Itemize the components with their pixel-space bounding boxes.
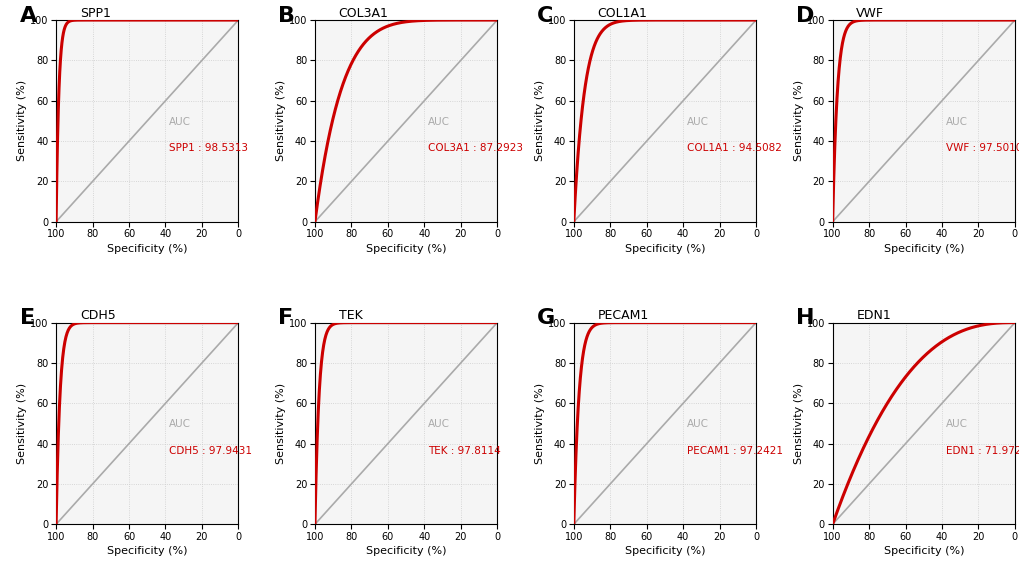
Y-axis label: Sensitivity (%): Sensitivity (%) <box>793 383 803 464</box>
Text: AUC: AUC <box>945 419 967 430</box>
X-axis label: Specificity (%): Specificity (%) <box>107 546 187 556</box>
Text: AUC: AUC <box>686 419 708 430</box>
Text: PECAM1 : 97.2421: PECAM1 : 97.2421 <box>686 446 782 456</box>
X-axis label: Specificity (%): Specificity (%) <box>882 546 963 556</box>
X-axis label: Specificity (%): Specificity (%) <box>882 244 963 254</box>
Y-axis label: Sensitivity (%): Sensitivity (%) <box>793 80 803 162</box>
Text: AUC: AUC <box>945 117 967 127</box>
Text: COL1A1: COL1A1 <box>597 7 647 20</box>
Text: VWF: VWF <box>856 7 883 20</box>
Text: AUC: AUC <box>428 117 449 127</box>
Y-axis label: Sensitivity (%): Sensitivity (%) <box>276 383 286 464</box>
Text: G: G <box>537 308 555 328</box>
Text: D: D <box>796 6 814 26</box>
Text: AUC: AUC <box>169 419 191 430</box>
X-axis label: Specificity (%): Specificity (%) <box>624 244 704 254</box>
Y-axis label: Sensitivity (%): Sensitivity (%) <box>534 80 544 162</box>
Y-axis label: Sensitivity (%): Sensitivity (%) <box>17 80 28 162</box>
Text: EDN1: EDN1 <box>856 309 891 323</box>
Text: F: F <box>278 308 293 328</box>
Text: E: E <box>19 308 35 328</box>
Y-axis label: Sensitivity (%): Sensitivity (%) <box>534 383 544 464</box>
Text: H: H <box>796 308 814 328</box>
Text: C: C <box>537 6 553 26</box>
Text: A: A <box>19 6 37 26</box>
X-axis label: Specificity (%): Specificity (%) <box>366 244 446 254</box>
Text: PECAM1: PECAM1 <box>597 309 648 323</box>
Text: SPP1 : 98.5313: SPP1 : 98.5313 <box>169 143 248 153</box>
Text: B: B <box>278 6 296 26</box>
Y-axis label: Sensitivity (%): Sensitivity (%) <box>17 383 28 464</box>
Text: CDH5: CDH5 <box>79 309 115 323</box>
Text: VWF : 97.5010: VWF : 97.5010 <box>945 143 1019 153</box>
Text: COL1A1 : 94.5082: COL1A1 : 94.5082 <box>686 143 781 153</box>
X-axis label: Specificity (%): Specificity (%) <box>624 546 704 556</box>
Text: TEK: TEK <box>338 309 362 323</box>
X-axis label: Specificity (%): Specificity (%) <box>366 546 446 556</box>
Text: AUC: AUC <box>686 117 708 127</box>
Text: COL3A1 : 87.2923: COL3A1 : 87.2923 <box>428 143 523 153</box>
Text: TEK : 97.8114: TEK : 97.8114 <box>428 446 500 456</box>
X-axis label: Specificity (%): Specificity (%) <box>107 244 187 254</box>
Text: AUC: AUC <box>169 117 191 127</box>
Y-axis label: Sensitivity (%): Sensitivity (%) <box>276 80 286 162</box>
Text: AUC: AUC <box>428 419 449 430</box>
Text: CDH5 : 97.9431: CDH5 : 97.9431 <box>169 446 252 456</box>
Text: COL3A1: COL3A1 <box>338 7 388 20</box>
Text: SPP1: SPP1 <box>79 7 111 20</box>
Text: EDN1 : 71.9720: EDN1 : 71.9720 <box>945 446 1019 456</box>
